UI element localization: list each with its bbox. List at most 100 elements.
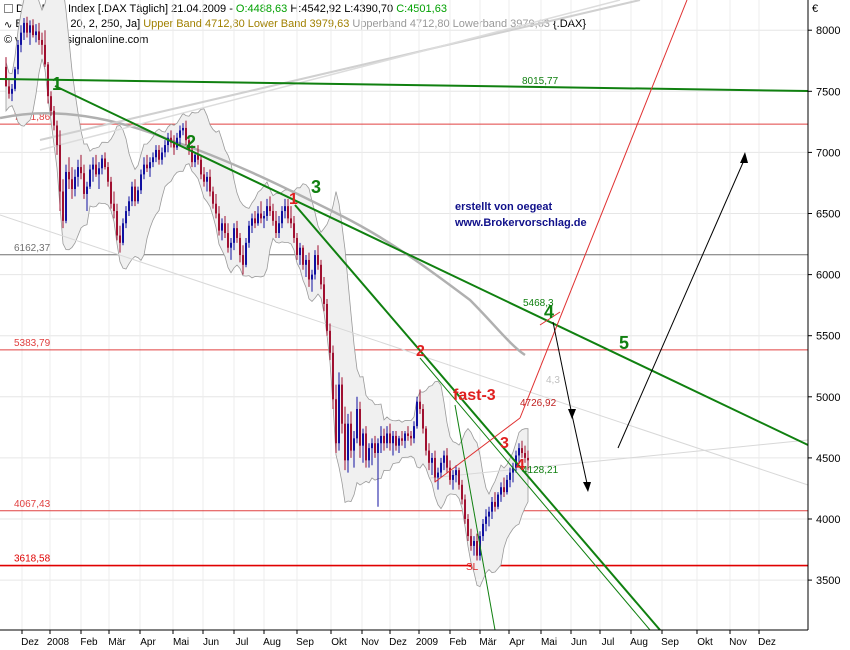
x-tick-label: Mai <box>541 637 557 648</box>
candle-body <box>176 137 178 148</box>
candle-body <box>221 223 223 231</box>
red-projection <box>519 0 688 419</box>
candle-body <box>236 228 238 238</box>
candle-body <box>110 181 112 204</box>
candle-body <box>107 167 109 182</box>
header-low: L:4390,70 <box>344 3 394 15</box>
arrow-down-1 <box>552 321 573 416</box>
grid <box>0 0 808 630</box>
candle-body <box>497 494 499 507</box>
candle-body <box>32 25 34 36</box>
header-high: H:4542,92 <box>290 3 342 15</box>
candle-body <box>5 66 7 87</box>
wave-green-5: 5 <box>619 333 629 353</box>
x-tick-label: Jun <box>203 637 219 648</box>
candle-body <box>17 44 19 70</box>
wave-red-2: 2 <box>416 343 425 360</box>
candle-body <box>293 223 295 238</box>
candle-body <box>260 213 262 219</box>
candle-body <box>428 450 430 463</box>
candle-body <box>62 191 64 221</box>
candle-body <box>296 237 298 256</box>
candle-body <box>455 470 457 476</box>
candle-body <box>224 223 226 234</box>
candle-body <box>443 455 445 463</box>
candle-body <box>239 237 241 256</box>
bollinger-icon: ∿ <box>4 20 13 31</box>
candle-body <box>26 22 28 33</box>
currency-label: € <box>812 3 819 15</box>
candle-body <box>131 186 133 202</box>
x-tick-label: Dez <box>21 637 39 648</box>
x-tick-label: Dez <box>389 637 407 648</box>
red-small <box>539 311 561 326</box>
candle-body <box>386 433 388 444</box>
y-tick-label: 7500 <box>816 86 840 98</box>
candle-body <box>65 171 67 221</box>
candle-body <box>134 186 136 202</box>
candle-body <box>188 140 190 150</box>
candle-body <box>425 428 427 451</box>
x-tick-label: Okt <box>331 637 347 648</box>
candle-body <box>473 540 475 546</box>
candle-body <box>164 145 166 153</box>
candle-body <box>488 511 490 517</box>
candle-body <box>254 218 256 224</box>
candle-body <box>482 523 484 537</box>
candle-body <box>275 220 277 234</box>
wave-green-4: 4 <box>544 302 554 322</box>
arrow-mid-head <box>568 409 576 419</box>
candle-body <box>305 259 307 265</box>
candle-body <box>77 167 79 177</box>
candle-body <box>332 352 334 400</box>
x-tick-label: Nov <box>729 637 747 648</box>
chart-header-line1: DAX Perf. Index [.DAX Täglich] 21.04.200… <box>4 3 447 15</box>
candle-body <box>416 401 418 427</box>
candle-body <box>95 164 97 175</box>
arrow-down-head <box>583 482 591 492</box>
candle-body <box>59 145 61 192</box>
bollinger-band-area <box>5 0 529 588</box>
x-tick-label: Feb <box>449 637 467 648</box>
candle-body <box>323 284 325 304</box>
candle-body <box>137 190 139 202</box>
candle-body <box>347 423 349 461</box>
x-tick-label: Jun <box>571 637 587 648</box>
header-open: O:4488,63 <box>235 3 288 15</box>
candle-body <box>383 435 385 444</box>
candle-body <box>467 519 469 537</box>
trend-main <box>54 85 809 446</box>
x-tick-label: Aug <box>263 637 281 648</box>
candle-body <box>227 233 229 248</box>
x-tick-label: Jul <box>236 637 249 648</box>
x-tick-label: Feb <box>80 637 98 648</box>
candle-body <box>116 211 118 236</box>
long-band-upper2 <box>39 0 621 151</box>
wave-green-1: 1 <box>52 74 62 94</box>
candle-body <box>266 206 268 216</box>
candle-body <box>476 540 478 556</box>
candle-body <box>170 137 172 143</box>
candle-body <box>419 401 421 410</box>
credit-site: www.Brokervorschlag.de <box>454 217 587 229</box>
candle-body <box>35 31 37 36</box>
credit-author: erstellt von oegeat <box>455 201 553 213</box>
label-4128: 4128,21 <box>522 465 559 476</box>
long-band-lower <box>0 111 526 357</box>
candle-body <box>344 423 346 461</box>
red-fast-line <box>434 417 521 483</box>
label-5468: 5468,3 <box>523 298 554 309</box>
candle-body <box>122 223 124 243</box>
wave-red-1: 1 <box>289 191 298 208</box>
candle-body <box>311 274 313 280</box>
candle-body <box>287 206 289 219</box>
candle-body <box>395 435 397 446</box>
candle-body <box>326 303 328 331</box>
candle-body <box>503 487 505 493</box>
x-tick-label: Jul <box>602 637 615 648</box>
candle-body <box>308 259 310 280</box>
candle-body <box>356 409 358 439</box>
candle-body <box>86 186 88 194</box>
